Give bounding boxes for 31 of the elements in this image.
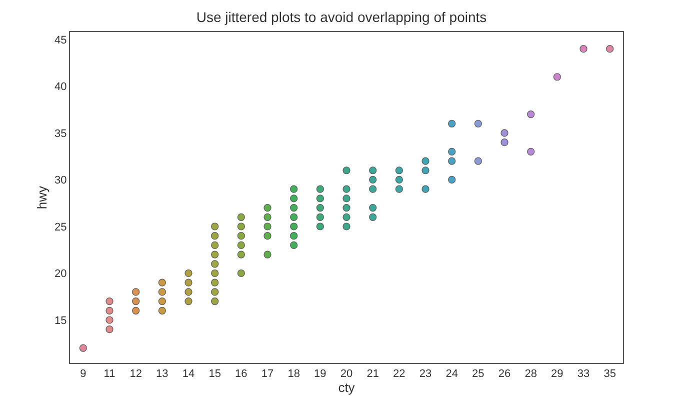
y-tick-label: 35 xyxy=(54,128,67,140)
x-tick-label: 26 xyxy=(498,368,511,380)
y-tick-label: 25 xyxy=(54,221,67,234)
x-tick-label: 25 xyxy=(472,368,484,380)
y-tick-label: 30 xyxy=(54,174,67,187)
x-tick-label: 29 xyxy=(551,368,564,380)
y-axis-title: hwy xyxy=(34,185,50,210)
x-tick-label: 14 xyxy=(182,368,195,380)
chart-title: Use jittered plots to avoid overlapping of points xyxy=(196,8,487,25)
x-axis-title: cty xyxy=(338,380,356,396)
x-tick-label: 28 xyxy=(524,368,537,380)
x-tick-label: 9 xyxy=(80,368,86,380)
x-tick-label: 11 xyxy=(104,368,116,380)
x-tick-label: 24 xyxy=(446,368,458,380)
x-tick-label: 23 xyxy=(419,368,432,380)
y-tick-label: 45 xyxy=(54,34,67,46)
y-tick-label: 40 xyxy=(54,81,67,94)
x-tick-label: 35 xyxy=(604,368,616,380)
x-tick-label: 16 xyxy=(235,368,248,380)
x-tick-label: 20 xyxy=(340,368,353,380)
x-tick-label: 22 xyxy=(393,368,406,380)
x-tick-label: 21 xyxy=(366,368,379,380)
y-tick-label: 20 xyxy=(54,268,67,280)
x-tick-label: 15 xyxy=(208,368,221,380)
x-tick-label: 19 xyxy=(314,368,326,380)
y-tick-label: 15 xyxy=(54,314,67,327)
x-tick-label: 12 xyxy=(130,368,142,380)
x-tick-label: 33 xyxy=(577,368,590,380)
x-tick-label: 18 xyxy=(288,368,300,380)
x-tick-label: 13 xyxy=(156,368,168,380)
x-tick-label: 17 xyxy=(261,368,274,380)
